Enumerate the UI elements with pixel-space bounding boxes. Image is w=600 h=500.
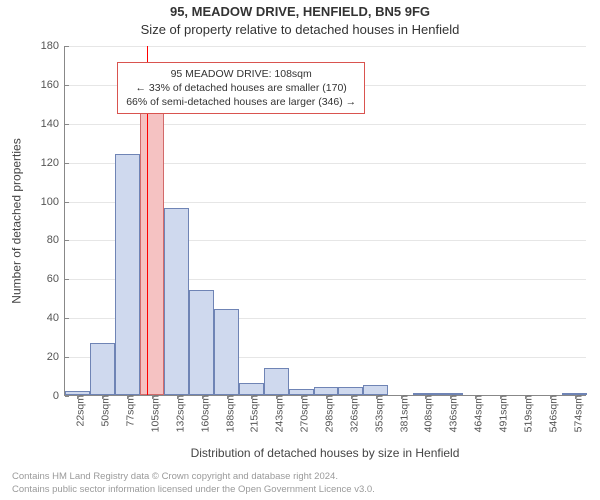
x-tick-label: 436sqm bbox=[442, 395, 460, 432]
annotation-line-3: 66% of semi-detached houses are larger (… bbox=[126, 95, 356, 109]
x-tick-label: 381sqm bbox=[392, 395, 410, 432]
credits: Contains HM Land Registry data © Crown c… bbox=[12, 471, 588, 496]
gridline bbox=[65, 46, 586, 47]
histogram-bar bbox=[314, 387, 339, 395]
y-tick-label: 80 bbox=[47, 234, 65, 246]
y-tick-label: 100 bbox=[41, 196, 65, 208]
plot-axes: 02040608010012014016018022sqm50sqm77sqm1… bbox=[64, 46, 586, 396]
x-tick-label: 215sqm bbox=[243, 395, 261, 432]
page-title-address: 95, MEADOW DRIVE, HENFIELD, BN5 9FG bbox=[0, 4, 600, 19]
y-tick-label: 20 bbox=[47, 351, 65, 363]
x-tick-label: 188sqm bbox=[218, 395, 236, 432]
y-tick-label: 160 bbox=[41, 79, 65, 91]
x-tick-label: 160sqm bbox=[193, 395, 211, 432]
x-tick-label: 326sqm bbox=[342, 395, 360, 432]
x-tick-label: 546sqm bbox=[541, 395, 559, 432]
x-tick-label: 105sqm bbox=[144, 395, 162, 432]
credit-line-2: Contains public sector information licen… bbox=[12, 484, 588, 496]
annotation-box: 95 MEADOW DRIVE: 108sqm← 33% of detached… bbox=[117, 62, 365, 115]
x-tick-label: 519sqm bbox=[516, 395, 534, 432]
histogram-bar bbox=[239, 383, 264, 395]
y-axis-label-wrap: Number of detached properties bbox=[10, 46, 24, 396]
x-tick-label: 50sqm bbox=[94, 395, 112, 427]
y-tick-label: 180 bbox=[41, 40, 65, 52]
x-axis-label: Distribution of detached houses by size … bbox=[64, 446, 586, 460]
y-axis-label: Number of detached properties bbox=[10, 138, 24, 303]
annotation-line-2: ← 33% of detached houses are smaller (17… bbox=[126, 81, 356, 95]
histogram-bar bbox=[189, 290, 214, 395]
histogram-bar bbox=[90, 343, 115, 396]
y-tick-label: 0 bbox=[53, 390, 65, 402]
x-tick-label: 408sqm bbox=[417, 395, 435, 432]
y-tick-label: 60 bbox=[47, 273, 65, 285]
histogram-bar bbox=[363, 385, 388, 395]
y-tick-label: 140 bbox=[41, 118, 65, 130]
page-subtitle: Size of property relative to detached ho… bbox=[0, 22, 600, 37]
x-tick-label: 270sqm bbox=[293, 395, 311, 432]
histogram-bar bbox=[164, 208, 189, 395]
annotation-line-1: 95 MEADOW DRIVE: 108sqm bbox=[126, 67, 356, 81]
chart-container: 95, MEADOW DRIVE, HENFIELD, BN5 9FG Size… bbox=[0, 0, 600, 500]
x-tick-label: 491sqm bbox=[492, 395, 510, 432]
histogram-bar bbox=[140, 107, 165, 395]
histogram-bar bbox=[214, 309, 239, 395]
histogram-bar bbox=[338, 387, 363, 395]
x-tick-label: 353sqm bbox=[367, 395, 385, 432]
plot-area: 02040608010012014016018022sqm50sqm77sqm1… bbox=[64, 46, 586, 396]
x-tick-label: 574sqm bbox=[566, 395, 584, 432]
y-tick-label: 40 bbox=[47, 312, 65, 324]
histogram-bar bbox=[264, 368, 289, 395]
x-tick-label: 132sqm bbox=[168, 395, 186, 432]
x-tick-label: 298sqm bbox=[318, 395, 336, 432]
x-tick-label: 464sqm bbox=[467, 395, 485, 432]
x-tick-label: 243sqm bbox=[268, 395, 286, 432]
x-tick-label: 77sqm bbox=[119, 395, 137, 427]
histogram-bar bbox=[115, 154, 140, 395]
x-tick-label: 22sqm bbox=[69, 395, 87, 427]
credit-line-1: Contains HM Land Registry data © Crown c… bbox=[12, 471, 588, 483]
y-tick-label: 120 bbox=[41, 157, 65, 169]
